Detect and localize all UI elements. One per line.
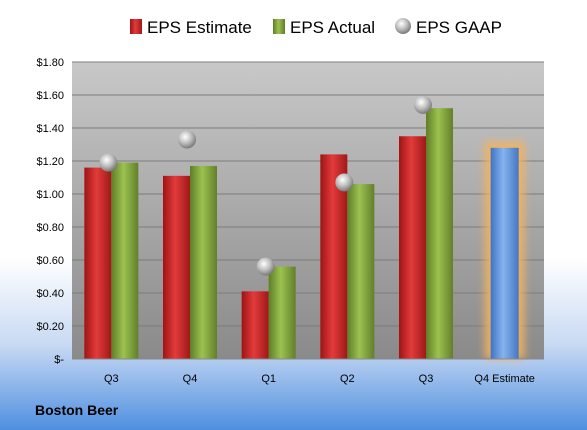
legend-label-eps-estimate: EPS Estimate — [147, 18, 252, 37]
eps-actual-bar — [347, 184, 375, 359]
eps-estimate-bar — [241, 291, 269, 359]
eps-estimate-bar — [84, 167, 112, 359]
eps-gaap-marker — [256, 257, 275, 276]
y-axis-ticks: $- $0.20 $0.40 $0.60 $0.80 $1.00 $1.20 $1.40 $1.… — [36, 57, 64, 366]
eps-actual-bar — [426, 108, 453, 359]
y-tick-label: $1.20 — [36, 156, 64, 168]
plot-area — [72, 62, 544, 359]
y-tick-label: $1.80 — [36, 57, 64, 69]
gridlines — [72, 61, 544, 327]
y-tick-label: $0.20 — [36, 321, 64, 333]
eps-actual-bar — [268, 266, 296, 359]
eps-actual-bar — [111, 162, 139, 359]
x-tick-label: Q4 Estimate — [474, 373, 535, 385]
y-tick-label: $- — [54, 354, 64, 366]
eps-estimate-bar — [163, 175, 190, 359]
eps-q4-estimate-bar — [490, 147, 519, 359]
y-tick-label: $1.40 — [36, 123, 64, 135]
bars — [84, 108, 519, 359]
y-tick-label: $0.80 — [36, 222, 64, 234]
y-tick-label: $1.00 — [36, 189, 64, 201]
eps-gaap-marker — [99, 153, 118, 172]
legend-swatch-eps-actual — [273, 19, 285, 34]
x-axis-labels: Q3 Q4 Q1 Q2 Q3 Q4 Estimate — [104, 373, 535, 385]
y-tick-label: $1.60 — [36, 90, 64, 102]
company-name: Boston Beer — [35, 402, 119, 418]
legend: EPS Estimate EPS Actual EPS GAAP — [130, 18, 502, 37]
legend-label-eps-actual: EPS Actual — [290, 18, 375, 37]
legend-swatch-eps-estimate — [130, 19, 142, 34]
eps-gaap-marker — [178, 130, 196, 149]
y-tick-label: $0.40 — [36, 288, 64, 300]
legend-swatch-eps-gaap — [395, 18, 411, 34]
x-tick-label: Q2 — [340, 373, 355, 385]
x-tick-label: Q3 — [419, 373, 434, 385]
x-tick-label: Q4 — [183, 373, 198, 385]
eps-gaap-marker — [335, 173, 354, 192]
legend-label-eps-gaap: EPS GAAP — [416, 18, 502, 37]
eps-gaap-marker — [414, 95, 432, 114]
eps-actual-bar — [190, 165, 217, 359]
x-tick-label: Q1 — [261, 373, 276, 385]
x-tick-label: Q3 — [104, 373, 119, 385]
gaap-markers — [99, 95, 432, 276]
eps-estimate-bar — [399, 136, 426, 359]
y-tick-label: $0.60 — [36, 255, 64, 267]
